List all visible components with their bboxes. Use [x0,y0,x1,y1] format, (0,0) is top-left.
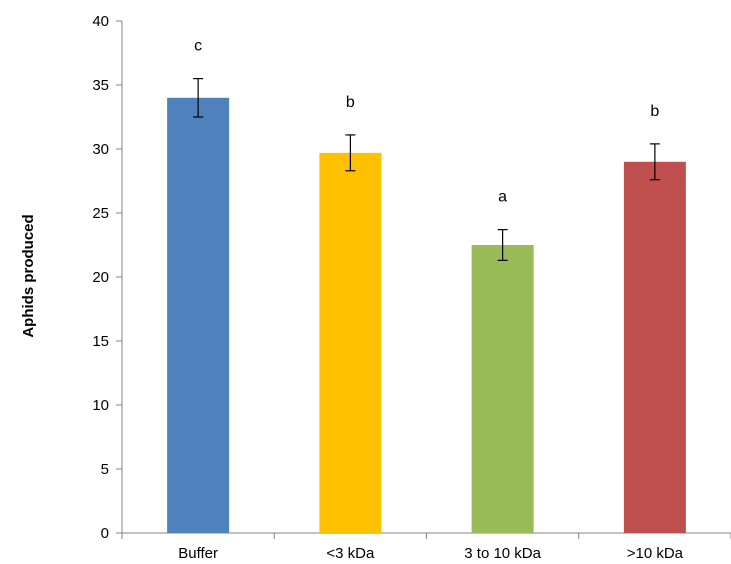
y-tick-label: 0 [101,525,109,542]
y-tick-label: 25 [92,205,109,222]
x-ticks: Buffer <3 kDa 3 to 10 kDa >10 kDa [121,533,731,562]
y-tick-label: 35 [92,77,109,94]
y-ticks: 0 5 10 15 20 25 30 35 40 [92,13,122,542]
significance-label: c [194,38,202,55]
x-tick-label: >10 kDa [627,545,684,562]
x-tick-label: <3 kDa [326,545,375,562]
significance-label: b [346,94,355,111]
x-tick-label: Buffer [178,545,218,562]
significance-label: b [650,103,659,120]
bar [623,161,686,534]
y-tick-label: 5 [101,461,109,478]
bar [319,152,382,533]
y-tick-label: 10 [92,397,109,414]
y-tick-label: 40 [92,13,109,30]
y-tick-label: 20 [92,269,109,286]
bar [167,97,230,534]
x-tick-label: 3 to 10 kDa [464,545,541,562]
significance-label: a [498,189,507,206]
bars: c b a b [167,38,686,534]
y-axis-label: Aphids produced [20,214,37,337]
y-tick-label: 15 [92,333,109,350]
bar [471,245,534,533]
y-tick-label: 30 [92,141,109,158]
